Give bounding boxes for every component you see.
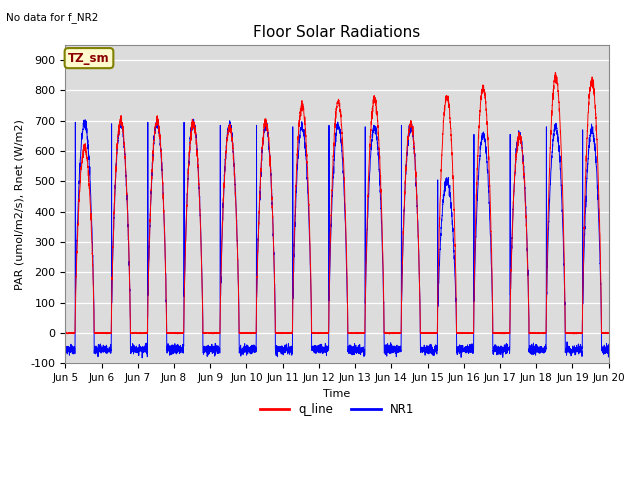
Line: NR1: NR1 xyxy=(65,119,609,358)
q_line xyxy=(459,330,467,336)
Title: Floor Solar Radiations: Floor Solar Radiations xyxy=(253,24,420,39)
q_line xyxy=(429,331,436,336)
NR1 xyxy=(190,116,198,122)
q_line xyxy=(159,186,167,192)
NR1 xyxy=(317,345,324,351)
q_line xyxy=(386,331,394,337)
Line: q_line: q_line xyxy=(65,72,609,334)
NR1 xyxy=(490,350,497,356)
NR1 xyxy=(459,345,467,351)
q_line xyxy=(605,330,612,336)
q_line xyxy=(552,70,559,75)
q_line xyxy=(604,330,612,336)
Text: TZ_sm: TZ_sm xyxy=(68,52,110,65)
q_line xyxy=(61,330,69,336)
Y-axis label: PAR (umol/m2/s), Rnet (W/m2): PAR (umol/m2/s), Rnet (W/m2) xyxy=(15,119,25,289)
NR1 xyxy=(429,347,436,352)
q_line xyxy=(317,331,324,336)
NR1 xyxy=(604,344,612,350)
q_line xyxy=(490,330,497,336)
NR1 xyxy=(138,355,146,361)
NR1 xyxy=(61,346,69,351)
NR1 xyxy=(605,341,612,347)
Text: No data for f_NR2: No data for f_NR2 xyxy=(6,12,99,23)
Legend: q_line, NR1: q_line, NR1 xyxy=(255,399,419,421)
NR1 xyxy=(159,191,167,196)
X-axis label: Time: Time xyxy=(323,389,351,399)
